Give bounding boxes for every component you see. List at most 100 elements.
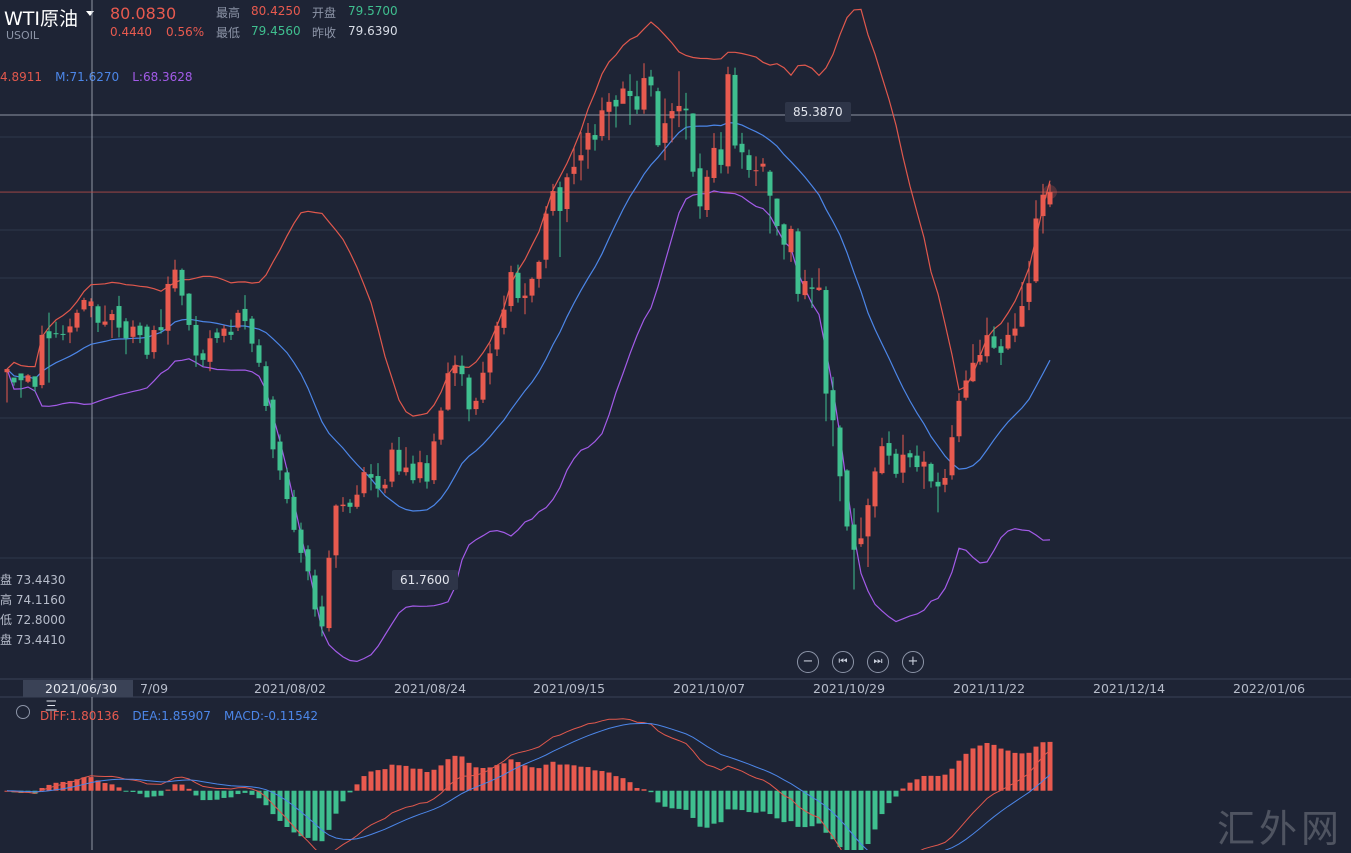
candle-body: [249, 318, 255, 344]
candle: [949, 425, 955, 480]
candle: [333, 504, 339, 568]
candle-body: [81, 299, 87, 310]
macd-bar: [1047, 741, 1053, 791]
candle: [676, 71, 682, 128]
candle-body: [543, 213, 549, 260]
macd-bar: [893, 790, 899, 797]
candle-body: [718, 149, 724, 165]
candle-body: [396, 449, 402, 472]
macd-bar: [522, 765, 528, 791]
candle: [235, 309, 241, 332]
candle-body: [809, 287, 815, 289]
candle-body: [977, 355, 983, 362]
symbol-name[interactable]: WTI原油: [4, 8, 78, 30]
candle: [998, 339, 1004, 365]
macd-bar: [613, 776, 619, 791]
macd-bar: [564, 764, 570, 791]
last-price-glow: [1043, 185, 1057, 200]
boll-upper-value: 4.8911: [0, 70, 42, 84]
macd-bar: [263, 790, 269, 806]
macd-bar: [704, 790, 710, 828]
candle: [459, 355, 465, 386]
candle-body: [599, 110, 605, 137]
candle-body: [403, 467, 409, 473]
candle-body: [375, 476, 381, 489]
candle-body: [326, 557, 332, 629]
macd-diff-line: [6, 718, 1051, 850]
candle: [928, 462, 934, 488]
candle: [228, 319, 234, 340]
candle: [312, 569, 318, 617]
macd-bar: [480, 768, 486, 791]
candle-body: [473, 400, 479, 410]
candle-body: [25, 375, 31, 382]
candle: [564, 173, 570, 223]
candle: [81, 297, 87, 312]
candle: [977, 339, 983, 365]
macd-bar: [557, 764, 563, 791]
cursor-ohlc-panel: 盘 73.4430 高 74.1160 低 72.8000 盘 73.4410: [0, 571, 65, 648]
candle: [984, 317, 990, 363]
candle: [354, 485, 360, 509]
candle: [46, 312, 52, 383]
candle: [1005, 322, 1011, 350]
candle-body: [872, 471, 878, 507]
candle-body: [228, 331, 234, 335]
symbol-dropdown-caret-icon[interactable]: [86, 11, 94, 16]
date-tick: 7/09: [140, 681, 169, 696]
candle: [970, 344, 976, 383]
candle: [200, 349, 206, 367]
candle-body: [935, 481, 941, 487]
macd-bar: [977, 745, 983, 791]
macd-bar: [60, 781, 66, 791]
candle: [1040, 183, 1046, 234]
candle: [186, 293, 192, 331]
macd-bar: [998, 748, 1004, 791]
settings-gear-icon[interactable]: [16, 705, 30, 719]
macd-bar: [4, 790, 10, 792]
macd-diff-value: DIFF:1.80136: [40, 709, 120, 723]
candle: [151, 325, 157, 359]
macd-bar: [648, 790, 654, 793]
candle-body: [1012, 328, 1018, 336]
candle: [144, 324, 150, 359]
candle-body: [263, 366, 269, 406]
scroll-prev-button[interactable]: ⏮: [832, 651, 854, 673]
macd-bar: [676, 790, 682, 809]
candle-body: [606, 101, 612, 112]
candle-body: [53, 333, 59, 335]
boll-legend: 4.8911 M:71.6270 L:68.3628: [0, 66, 201, 85]
candle: [396, 436, 402, 475]
candle-body: [998, 346, 1004, 353]
zoom-in-button[interactable]: +: [902, 651, 924, 673]
candle-body: [88, 301, 94, 307]
macd-bar: [109, 784, 115, 791]
candle: [886, 431, 892, 465]
max-price-tag: 85.3870: [785, 102, 851, 122]
candle: [284, 467, 290, 504]
macd-bar: [312, 790, 318, 841]
scroll-next-button[interactable]: ⏭: [867, 651, 889, 673]
candle: [11, 377, 17, 386]
macd-bar: [53, 782, 59, 791]
macd-bar: [186, 788, 192, 791]
candle-body: [1026, 283, 1032, 302]
cursor-high: 高 74.1160: [0, 593, 66, 607]
candle-body: [11, 377, 17, 383]
candle-body: [102, 321, 108, 325]
candle-body: [221, 328, 227, 336]
candle: [501, 295, 507, 335]
candle-body: [949, 437, 955, 476]
candle: [60, 325, 66, 341]
candle-body: [4, 369, 10, 373]
high-label: 最高: [216, 6, 241, 20]
candle: [921, 451, 927, 489]
zoom-out-button[interactable]: −: [797, 651, 819, 673]
candle: [767, 169, 773, 234]
prev-close-value: 79.6390: [348, 24, 398, 38]
candle: [109, 309, 115, 339]
macd-bar: [662, 790, 668, 807]
candle: [403, 447, 409, 476]
cursor-close: 盘 73.4410: [0, 633, 66, 647]
